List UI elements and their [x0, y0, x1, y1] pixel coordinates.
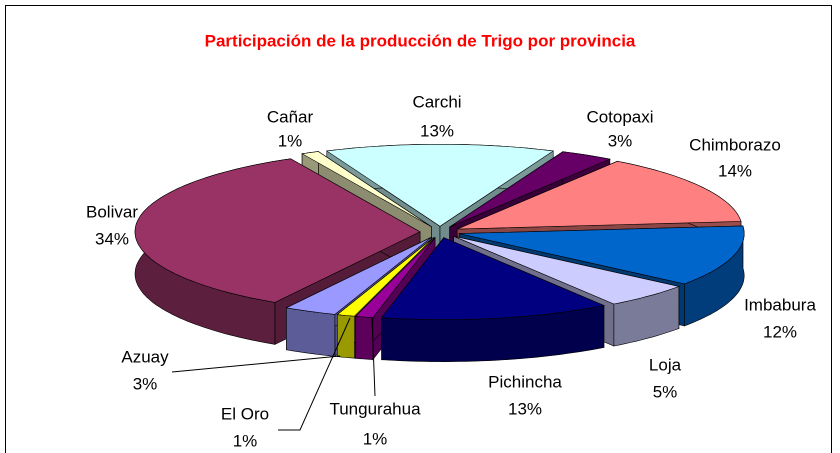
leader-line: [371, 317, 376, 397]
value-label: 3%: [133, 374, 158, 393]
slice-wall: [355, 315, 374, 360]
category-label: Loja: [649, 355, 682, 374]
labels: Carchi 13% Cotopaxi 3% Chimborazo 14% Imbabura…: [86, 92, 816, 450]
value-label: 12%: [763, 322, 797, 341]
category-label: El Oro: [221, 404, 269, 423]
slice: [301, 151, 432, 228]
slice-wall: [286, 307, 336, 357]
slice: [325, 144, 555, 227]
slice-wall: [337, 314, 355, 359]
category-label: Tungurahua: [329, 399, 421, 418]
slice: [285, 236, 432, 315]
category-label: Bolivar: [86, 202, 138, 221]
slice: [459, 225, 745, 285]
value-label: 1%: [363, 429, 388, 448]
category-label: Cotopaxi: [586, 107, 653, 126]
leader-line: [278, 317, 351, 431]
chart-title: Participación de la producción de Trigo …: [205, 31, 636, 50]
slice: [354, 237, 436, 318]
leader-line: [171, 355, 341, 373]
value-label: 13%: [420, 121, 454, 140]
value-label: 34%: [95, 229, 129, 248]
slice: [336, 237, 435, 317]
value-label: 14%: [718, 161, 752, 180]
slice: [457, 160, 742, 230]
slice: [449, 151, 611, 228]
value-label: 1%: [278, 131, 303, 150]
value-label: 13%: [508, 399, 542, 418]
value-label: 1%: [233, 431, 258, 450]
value-label: 5%: [653, 382, 678, 401]
slice: [134, 158, 421, 303]
value-label: 3%: [608, 131, 633, 150]
category-label: Cañar: [267, 107, 314, 126]
pie: [134, 144, 745, 363]
slice: [381, 237, 605, 321]
category-label: Imbabura: [744, 295, 816, 314]
category-label: Carchi: [412, 92, 461, 111]
slice: [453, 235, 680, 305]
category-label: Chimborazo: [689, 135, 781, 154]
category-label: Azuay: [121, 347, 169, 366]
category-label: Pichincha: [488, 372, 562, 391]
